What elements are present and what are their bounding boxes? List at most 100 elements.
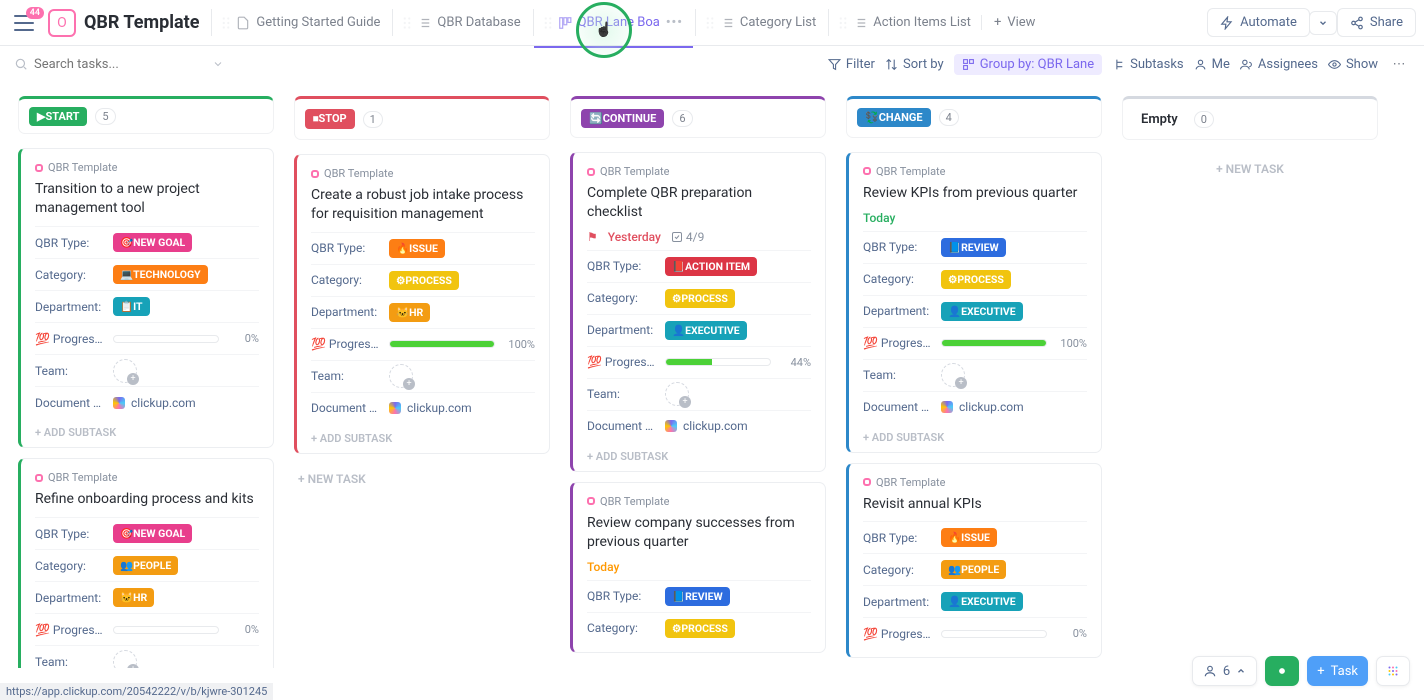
task-card[interactable]: QBR Template Create a robust job intake … [294, 154, 550, 454]
field-pill[interactable]: 📋IT [113, 297, 150, 316]
tab-label: Action Items List [873, 15, 971, 30]
assignee-add[interactable] [665, 382, 689, 406]
share-icon [1350, 16, 1364, 30]
field-pill[interactable]: ⚙PROCESS [389, 271, 459, 290]
tab-more-icon[interactable]: ••• [666, 15, 683, 30]
document-link[interactable]: clickup.com [665, 419, 748, 433]
tab-action-items-list[interactable]: Action Items List [828, 9, 981, 36]
add-subtask-button[interactable]: + ADD SUBTASK [311, 424, 535, 445]
sort-button[interactable]: Sort by [885, 57, 944, 72]
document-link[interactable]: clickup.com [389, 401, 472, 415]
document-label: Document … [35, 396, 113, 410]
column-header[interactable]: ▶START 5 [18, 96, 274, 134]
assignee-add[interactable] [941, 363, 965, 387]
document-link[interactable]: clickup.com [941, 400, 1024, 414]
column-empty: Empty 0 + NEW TASK [1122, 96, 1378, 668]
new-task-button[interactable]: + NEW TASK [294, 464, 550, 494]
chevron-down-icon[interactable] [212, 58, 224, 70]
field-pill[interactable]: 🎯NEW GOAL [113, 524, 192, 543]
tab-getting-started-guide[interactable]: Getting Started Guide [211, 9, 390, 36]
share-button[interactable]: Share [1337, 8, 1416, 37]
task-card[interactable]: QBR Template Refine onboarding process a… [18, 458, 274, 668]
float-record[interactable] [1265, 656, 1299, 686]
float-count[interactable]: 6 [1192, 656, 1257, 686]
field-row: QBR Type: 📕ACTION ITEM [587, 250, 811, 282]
column-header[interactable]: ⏹STOP 1 [294, 96, 550, 140]
field-pill[interactable]: 👤EXECUTIVE [665, 321, 747, 340]
more-button[interactable]: ⋯ [1388, 53, 1410, 75]
float-apps[interactable] [1376, 656, 1410, 686]
task-card[interactable]: QBR Template Revisit annual KPIs QBR Typ… [846, 463, 1102, 659]
add-view-button[interactable]: + View [981, 15, 1048, 30]
field-pill[interactable]: ⚙PROCESS [665, 289, 735, 308]
due-date: Today [863, 211, 895, 225]
field-pill[interactable]: 👤EXECUTIVE [941, 592, 1023, 611]
field-label: Category: [863, 563, 941, 577]
task-card[interactable]: QBR Template Complete QBR preparation ch… [570, 152, 826, 472]
assignee-add[interactable] [389, 364, 413, 388]
field-pill[interactable]: 👥PEOPLE [113, 556, 178, 575]
group-label: Group by: QBR Lane [980, 57, 1094, 72]
add-subtask-button[interactable]: + ADD SUBTASK [863, 423, 1087, 444]
tab-qbr-lane-boa[interactable]: QBR Lane Boa ••• [533, 9, 693, 36]
field-pill[interactable]: 💻TECHNOLOGY [113, 265, 208, 284]
group-button[interactable]: Group by: QBR Lane [954, 54, 1102, 75]
field-pill[interactable]: ⚙PROCESS [665, 619, 735, 638]
new-task-button[interactable]: + NEW TASK [1122, 154, 1378, 184]
add-subtask-button[interactable]: + ADD SUBTASK [35, 418, 259, 439]
field-label: QBR Type: [863, 531, 941, 545]
bc-dot-icon [863, 167, 871, 175]
field-label: QBR Type: [587, 259, 665, 273]
column-header[interactable]: Empty 0 [1122, 96, 1378, 140]
field-label: Category: [587, 291, 665, 305]
workspace-title[interactable]: QBR Template [84, 12, 199, 33]
field-pill[interactable]: 🔥ISSUE [941, 528, 997, 547]
board: ▶START 5 QBR Template Transition to a new… [0, 82, 1424, 682]
automate-button[interactable]: Automate [1207, 8, 1310, 37]
drag-icon [403, 17, 411, 29]
filter-button[interactable]: Filter [828, 57, 875, 72]
menu-toggle[interactable]: 44 [14, 15, 34, 31]
field-pill[interactable]: 👤EXECUTIVE [941, 302, 1023, 321]
field-pill[interactable]: 📕ACTION ITEM [665, 257, 757, 276]
field-pill[interactable]: 📘REVIEW [665, 587, 730, 606]
field-pill[interactable]: 📘REVIEW [941, 238, 1006, 257]
tab-icon [236, 16, 250, 30]
float-task[interactable]: + Task [1307, 656, 1368, 686]
tab-icon [558, 16, 572, 30]
progress-bar [389, 340, 495, 348]
bc-dot-icon [587, 497, 595, 505]
progress-label: Progres… [863, 336, 941, 350]
show-button[interactable]: Show [1328, 57, 1378, 72]
field-pill[interactable]: 🎯NEW GOAL [113, 233, 192, 252]
task-card[interactable]: QBR Template Review KPIs from previous q… [846, 152, 1102, 453]
column-body: QBR Template Review KPIs from previous q… [846, 152, 1102, 668]
search-wrap[interactable] [14, 57, 224, 72]
workspace-icon[interactable]: O [48, 9, 76, 37]
search-input[interactable] [34, 57, 174, 72]
task-card[interactable]: QBR Template Transition to a new project… [18, 148, 274, 448]
tab-icon [720, 16, 734, 30]
task-card[interactable]: QBR Template Review company successes fr… [570, 482, 826, 653]
document-link[interactable]: clickup.com [113, 396, 196, 410]
show-label: Show [1346, 57, 1378, 72]
field-pill[interactable]: 🐱HR [113, 588, 154, 607]
me-button[interactable]: Me [1194, 57, 1230, 72]
field-pill[interactable]: 👥PEOPLE [941, 560, 1006, 579]
field-pill[interactable]: ⚙PROCESS [941, 270, 1011, 289]
tab-qbr-database[interactable]: QBR Database [392, 9, 530, 36]
tab-category-list[interactable]: Category List [695, 9, 826, 36]
automate-dropdown[interactable] [1309, 11, 1337, 35]
subtasks-button[interactable]: Subtasks [1112, 57, 1184, 72]
progress-pct: 100% [1053, 337, 1087, 350]
column-header[interactable]: 💱CHANGE 4 [846, 96, 1102, 138]
card-title: Complete QBR preparation checklist [587, 184, 811, 222]
field-pill[interactable]: 🔥ISSUE [389, 239, 445, 258]
column-header[interactable]: 🔄CONTINUE 6 [570, 96, 826, 138]
assignees-button[interactable]: Assignees [1240, 57, 1318, 72]
add-subtask-button[interactable]: + ADD SUBTASK [587, 442, 811, 463]
assignees-label: Assignees [1258, 57, 1318, 72]
assignee-add[interactable] [113, 359, 137, 383]
field-pill[interactable]: 🐱HR [389, 303, 430, 322]
assignee-add[interactable] [113, 650, 137, 668]
